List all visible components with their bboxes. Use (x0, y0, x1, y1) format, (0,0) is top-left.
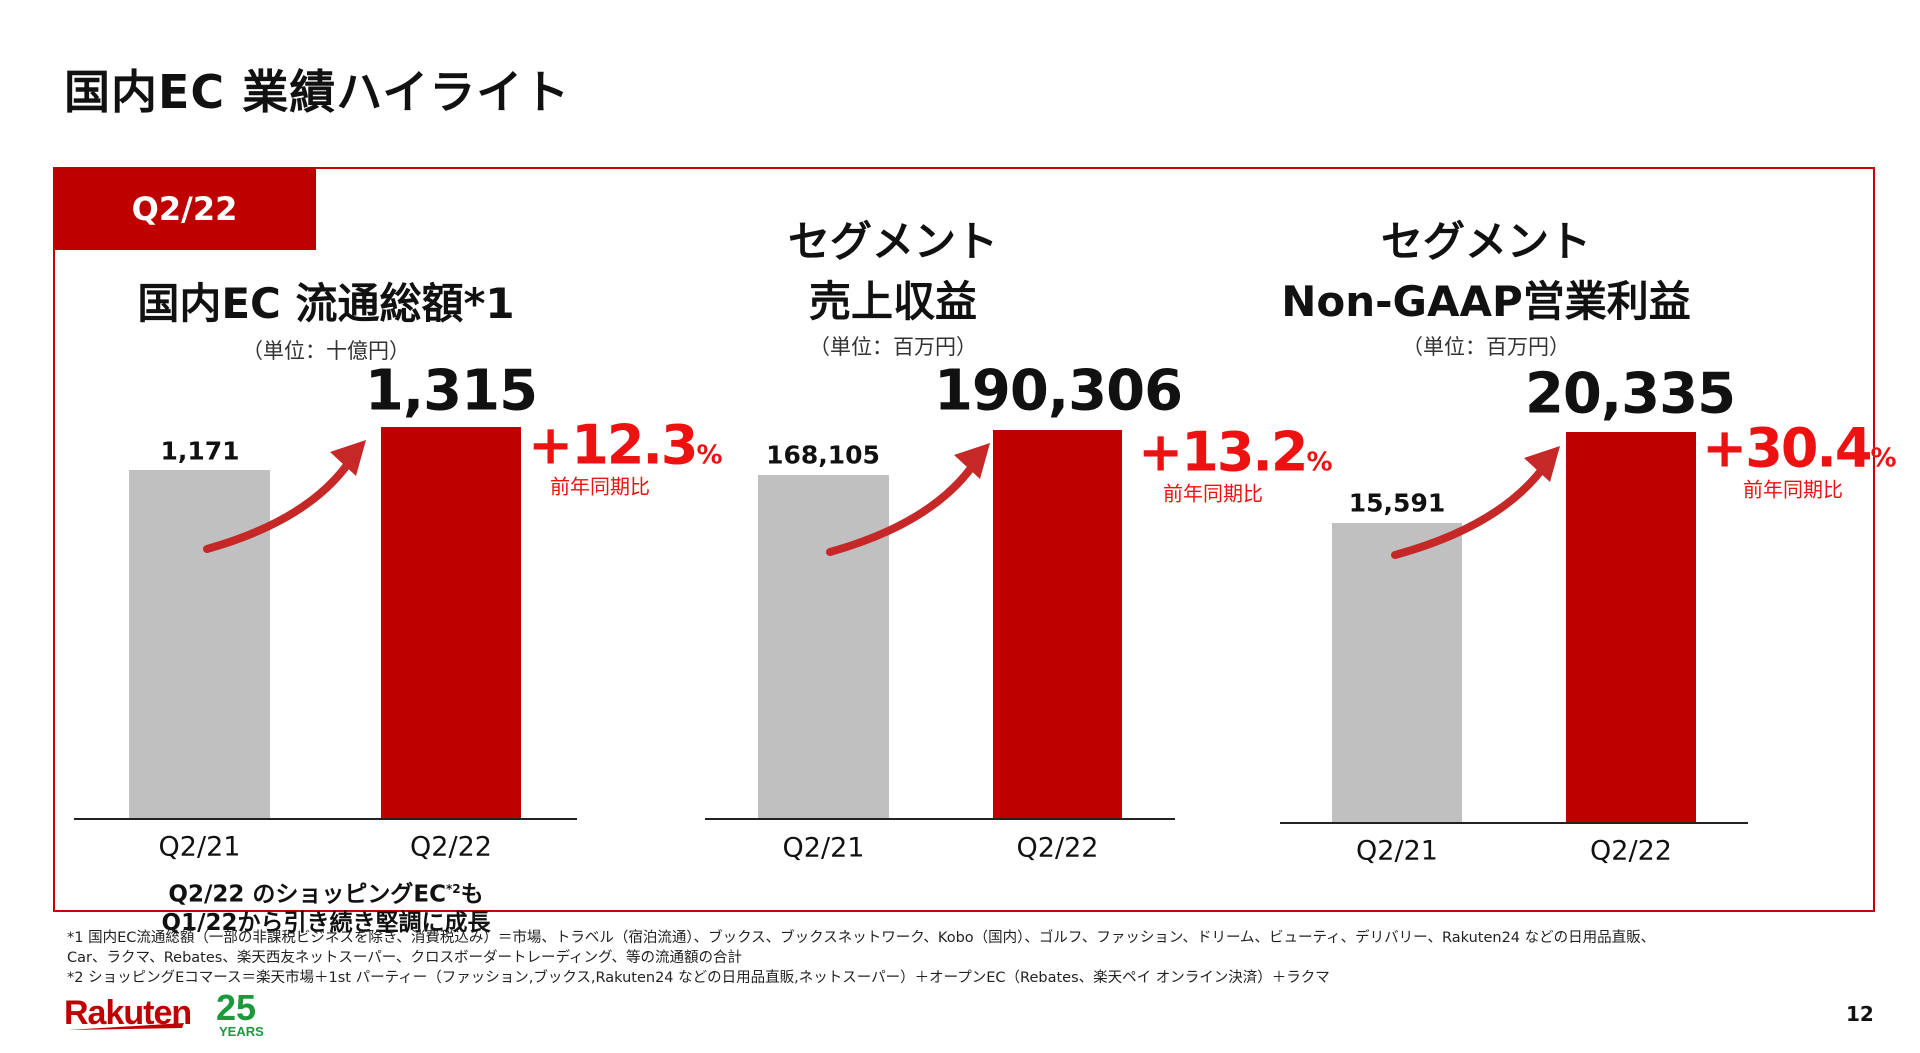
period-tab: Q2/22 (53, 167, 316, 250)
bar-prior-year (129, 469, 270, 818)
caption-footnote-ref: *2 (445, 882, 461, 896)
category-label: Q2/21 (1356, 835, 1438, 867)
svg-text:YEARS: YEARS (219, 1024, 264, 1039)
bar-prior-year (1332, 522, 1462, 822)
category-label: Q2/22 (1590, 835, 1672, 867)
page-title: 国内EC 業績ハイライト (64, 65, 571, 119)
footnote-1: *1 国内EC流通総額（一部の非課税ビジネスを除き、消費税込み）＝市場、トラベル… (67, 930, 1656, 946)
growth-unit: % (1870, 443, 1897, 474)
value-label-prior: 1,171 (160, 436, 240, 466)
category-label: Q2/22 (1016, 832, 1099, 864)
footnote-2: *2 ショッピングEコマース＝楽天市場＋1st パーティー（ファッション,ブック… (67, 970, 1330, 986)
rakuten-25-years-logo: Rakuten 25 YEARS (64, 987, 284, 1044)
highlight-frame (53, 167, 1875, 912)
page-number: 12 (1846, 1002, 1874, 1026)
value-label-current: 1,315 (364, 358, 538, 424)
growth-value: +13.2 (1138, 420, 1308, 484)
bar-current (993, 430, 1122, 818)
chart-title: 国内EC 流通総額*1 (137, 279, 515, 328)
x-axis-baseline (705, 818, 1175, 820)
value-label-prior: 168,105 (766, 440, 880, 470)
growth-rate: +30.4% (1702, 417, 1897, 480)
chart-title-line: セグメント (787, 217, 999, 266)
growth-unit: % (696, 440, 723, 471)
category-label: Q2/22 (410, 831, 492, 863)
growth-label: 前年同期比 (550, 474, 650, 499)
growth-value: +12.3 (528, 413, 698, 477)
value-label-current: 20,335 (1524, 361, 1736, 427)
x-axis-baseline (1280, 822, 1748, 824)
caption-line1: Q2/22 のショッピングEC (168, 881, 446, 908)
category-label: Q2/21 (782, 832, 865, 864)
svg-text:25: 25 (216, 990, 256, 1028)
chart-title-line: セグメント (1380, 217, 1592, 266)
growth-label: 前年同期比 (1163, 481, 1263, 506)
bar-prior-year (758, 475, 889, 818)
growth-rate: +12.3% (528, 414, 723, 477)
caption-line1-end: も (460, 881, 484, 908)
footnote-1-cont: Car、ラクマ、Rebates、楽天西友ネットスーパー、クロスボーダートレーディ… (67, 950, 743, 966)
growth-rate: +13.2% (1138, 421, 1333, 484)
growth-label: 前年同期比 (1743, 477, 1843, 502)
chart-title-line: Non-GAAP営業利益 (1281, 277, 1691, 326)
chart-caption: Q2/22 のショッピングEC*2も Q1/22から引き続き堅調に成長 (162, 875, 491, 937)
chart-unit: （単位：百万円） (809, 335, 977, 359)
chart-unit: （単位：百万円） (1402, 335, 1570, 359)
x-axis-baseline (74, 818, 577, 820)
bar-current (1566, 432, 1696, 822)
value-label-current: 190,306 (933, 358, 1183, 424)
caption-line2: Q1/22から引き続き堅調に成長 (161, 909, 491, 936)
bar-current (381, 427, 521, 818)
growth-unit: % (1306, 447, 1333, 478)
category-label: Q2/21 (158, 831, 241, 863)
value-label-prior: 15,591 (1348, 488, 1446, 518)
chart-unit: （単位：十億円） (242, 339, 410, 363)
chart-title-line: 売上収益 (808, 277, 978, 326)
growth-value: +30.4 (1702, 416, 1872, 480)
